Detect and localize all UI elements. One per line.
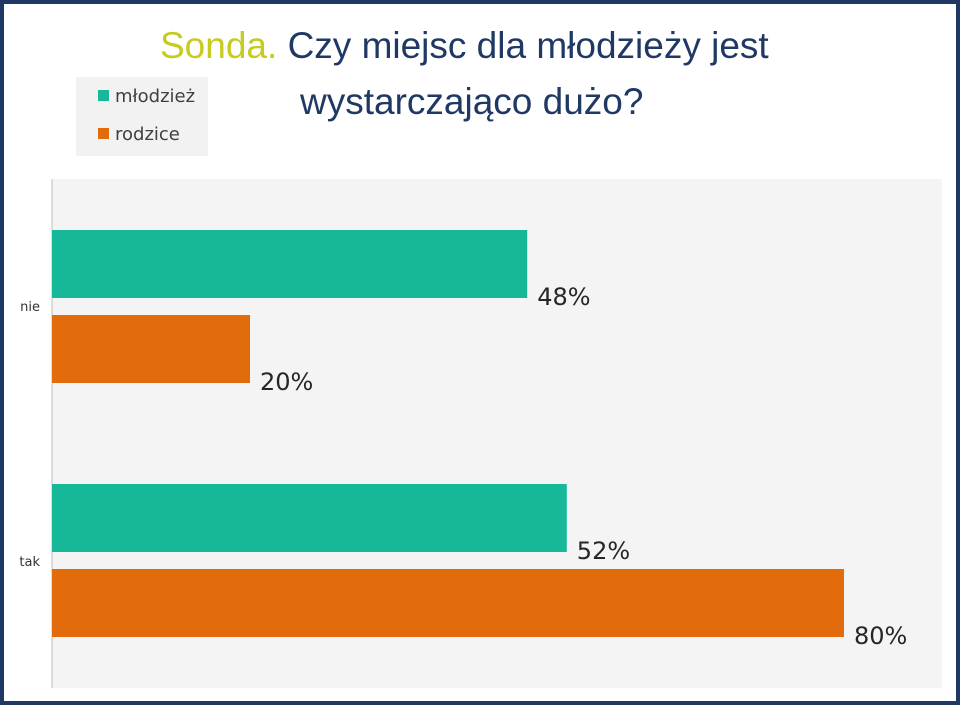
legend-swatch-mlodziez bbox=[98, 90, 109, 101]
title-line-2: wystarczająco dużo? bbox=[300, 81, 644, 122]
bar-tak-mlodziez bbox=[52, 484, 567, 552]
data-label-tak-rodzice: 80% bbox=[854, 622, 907, 650]
title-lead: Sonda. bbox=[160, 25, 278, 66]
data-label-nie-mlodziez: 48% bbox=[537, 283, 590, 311]
bar-nie-rodzice bbox=[52, 315, 250, 383]
chart-title: Sonda. Czy miejsc dla młodzieży jest wys… bbox=[160, 18, 840, 130]
title-line-1: Czy miejsc dla młodzieży jest bbox=[287, 25, 769, 66]
category-label-tak: tak bbox=[19, 555, 40, 570]
legend-label-mlodziez: młodzież bbox=[115, 86, 196, 107]
data-label-nie-rodzice: 20% bbox=[260, 368, 313, 396]
legend-label-rodzice: rodzice bbox=[115, 124, 180, 145]
bar-nie-mlodziez bbox=[52, 230, 528, 298]
category-label-nie: nie bbox=[20, 300, 40, 315]
legend: młodzież rodzice bbox=[76, 77, 208, 156]
legend-item-rodzice: rodzice bbox=[98, 124, 180, 145]
bar-tak-rodzice bbox=[52, 569, 844, 637]
legend-swatch-rodzice bbox=[98, 128, 109, 139]
legend-item-mlodziez: młodzież bbox=[98, 86, 195, 107]
data-label-tak-mlodziez: 52% bbox=[577, 537, 630, 565]
